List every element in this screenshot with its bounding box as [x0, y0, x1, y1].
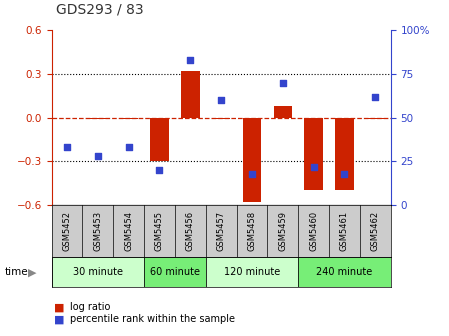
Point: [248, 171, 255, 176]
Bar: [273, 106, 292, 118]
Point: [156, 167, 163, 173]
Bar: [144, 257, 206, 287]
Point: [372, 94, 379, 99]
Bar: [366, 118, 384, 119]
Point: [125, 144, 132, 150]
Point: [341, 171, 348, 176]
Text: percentile rank within the sample: percentile rank within the sample: [70, 314, 234, 324]
Text: ■: ■: [54, 314, 64, 324]
Bar: [181, 71, 199, 118]
Point: [63, 144, 70, 150]
Text: GSM5458: GSM5458: [247, 211, 256, 251]
Text: log ratio: log ratio: [70, 302, 110, 312]
Text: GSM5452: GSM5452: [62, 211, 71, 251]
Point: [94, 153, 101, 159]
Text: ▶: ▶: [28, 267, 37, 277]
Text: GSM5455: GSM5455: [155, 211, 164, 251]
Bar: [212, 118, 230, 119]
Text: time: time: [4, 267, 28, 277]
Text: GSM5457: GSM5457: [216, 211, 226, 251]
Bar: [88, 118, 107, 119]
Bar: [335, 118, 354, 191]
Text: GSM5454: GSM5454: [124, 211, 133, 251]
Bar: [52, 257, 144, 287]
Bar: [298, 257, 391, 287]
Text: GDS293 / 83: GDS293 / 83: [56, 3, 144, 17]
Text: 240 minute: 240 minute: [316, 267, 373, 277]
Text: 30 minute: 30 minute: [73, 267, 123, 277]
Point: [279, 80, 286, 85]
Point: [217, 97, 224, 103]
Text: 120 minute: 120 minute: [224, 267, 280, 277]
Text: ■: ■: [54, 302, 64, 312]
Text: GSM5461: GSM5461: [340, 211, 349, 251]
Bar: [243, 118, 261, 202]
Text: GSM5459: GSM5459: [278, 211, 287, 251]
Bar: [119, 118, 138, 119]
Text: GSM5456: GSM5456: [186, 211, 195, 251]
Text: 60 minute: 60 minute: [150, 267, 200, 277]
Point: [187, 57, 194, 62]
Text: GSM5453: GSM5453: [93, 211, 102, 251]
Text: GSM5462: GSM5462: [371, 211, 380, 251]
Text: GSM5460: GSM5460: [309, 211, 318, 251]
Bar: [206, 257, 298, 287]
Bar: [150, 118, 169, 161]
Point: [310, 164, 317, 169]
Bar: [304, 118, 323, 191]
